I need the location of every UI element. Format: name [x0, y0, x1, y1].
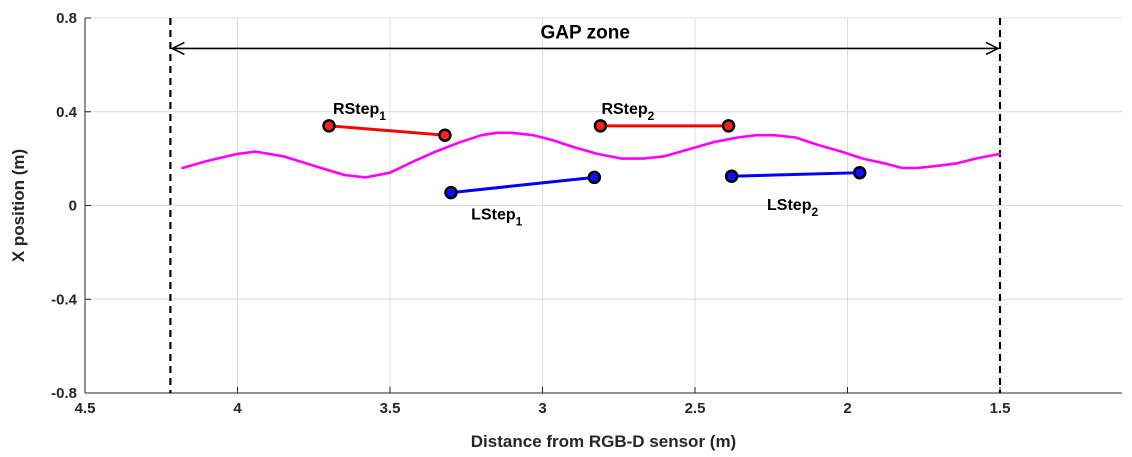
step-group: RStep1: [322, 101, 452, 142]
gap-zone-arrow-head-right: [985, 41, 1000, 56]
step-label-text: LStep: [767, 197, 812, 214]
x-tick-label: 4: [233, 400, 242, 417]
step-label-subscript: 2: [648, 109, 655, 123]
step-marker: [587, 170, 602, 185]
y-tick-label: 0.4: [56, 104, 78, 121]
x-axis-title: Distance from RGB-D sensor (m): [471, 432, 736, 451]
step-line: [450, 175, 595, 195]
step-marker: [438, 128, 452, 142]
step-marker: [444, 185, 458, 200]
step-label-subscript: 2: [811, 205, 818, 219]
x-tick-label: 4.5: [75, 400, 96, 417]
trajectory-line: [181, 131, 1002, 179]
step-line: [731, 171, 860, 178]
step-label-subscript: 1: [516, 215, 523, 229]
gap-zone-arrow-head-left: [170, 41, 185, 56]
step-label-text: LStep: [471, 207, 516, 224]
step-group: LStep1: [444, 170, 602, 229]
x-tick-label: 3.5: [380, 400, 401, 417]
step-label: LStep2: [767, 197, 818, 219]
step-group: RStep2: [593, 101, 736, 133]
step-label: LStep1: [471, 207, 522, 229]
step-line: [328, 124, 446, 137]
step-marker: [852, 165, 867, 180]
y-tick-label: 0: [69, 198, 77, 215]
x-tick-label: 1.5: [990, 400, 1011, 417]
y-axis-title: X position (m): [9, 149, 28, 262]
y-tick-label: -0.4: [51, 291, 78, 308]
step-label: RStep2: [601, 101, 654, 123]
x-tick-label: 2.5: [685, 400, 706, 417]
x-tick-label: 3: [538, 400, 546, 417]
step-marker: [593, 119, 608, 133]
step-group: LStep2: [724, 165, 867, 219]
gap-zone-label: GAP zone: [541, 22, 630, 43]
step-marker: [724, 169, 739, 183]
step-marker: [322, 119, 336, 133]
step-label: RStep1: [333, 101, 386, 123]
x-tick-label: 2: [843, 400, 851, 417]
y-tick-label: 0.8: [56, 10, 77, 27]
step-marker: [721, 119, 736, 133]
step-label-subscript: 1: [379, 109, 386, 123]
y-tick-label: -0.8: [51, 385, 77, 402]
step-label-text: RStep: [601, 101, 647, 118]
step-label-text: RStep: [333, 101, 379, 118]
